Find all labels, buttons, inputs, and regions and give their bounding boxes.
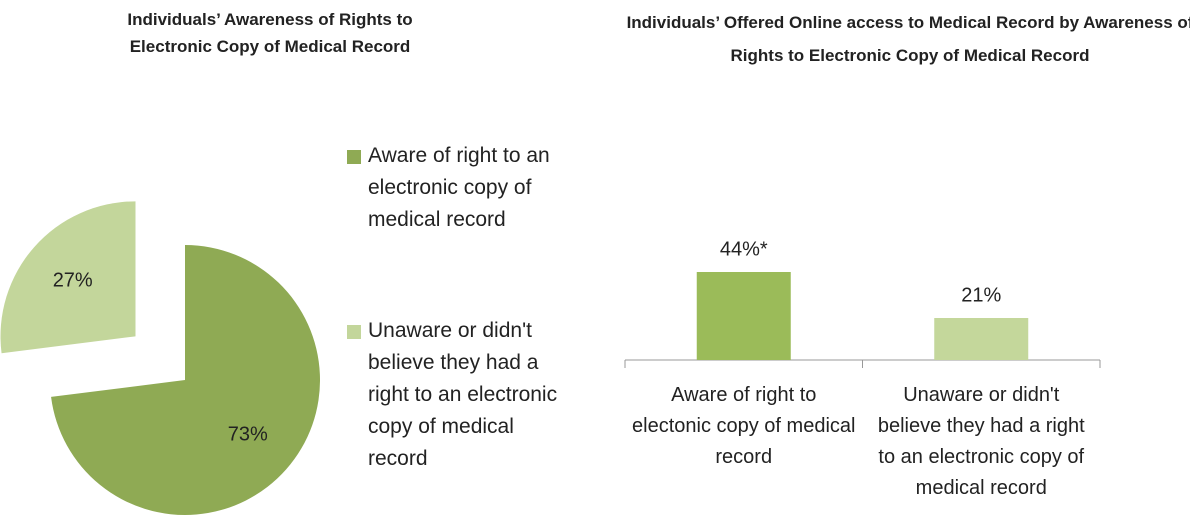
pie-slice [0, 201, 136, 354]
legend-swatch [347, 150, 361, 164]
bar-title: Individuals’ Offered Online access to Me… [626, 13, 1190, 65]
bar-value-label: 21% [961, 284, 1001, 306]
legend-swatch [347, 325, 361, 339]
pie-slice [51, 245, 321, 515]
bar [934, 318, 1029, 360]
slice-label: 27% [53, 269, 93, 291]
x-tick-label: Aware of right to electonic copy of medi… [632, 384, 856, 468]
slice-label: 73% [228, 424, 268, 446]
x-tick-label: Unaware or didn't believe they had a rig… [877, 384, 1085, 499]
legend-label: Unaware or didn't believe they had a rig… [368, 319, 558, 470]
bar-value-label: 44%* [720, 238, 768, 260]
legend-label: Aware of right to an electronic copy of … [368, 144, 550, 231]
pie-title: Individuals’ Awareness of Rights to Elec… [127, 10, 413, 56]
bar [696, 272, 791, 360]
